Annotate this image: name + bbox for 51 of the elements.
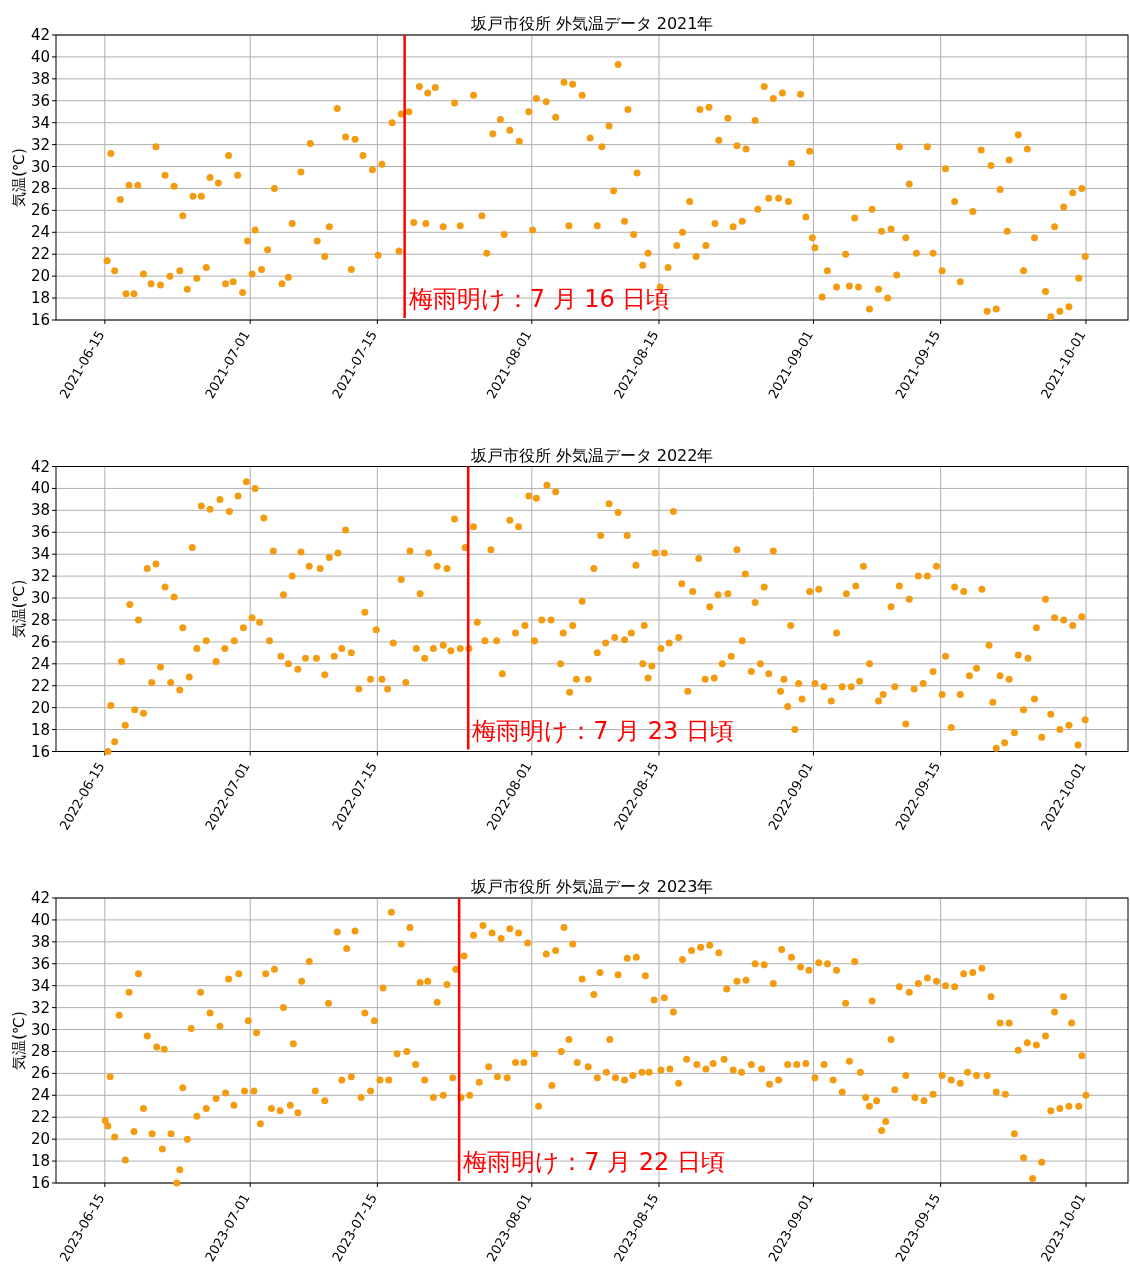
chart-title: 坂戸市役所 外気温データ 2022年 <box>469 445 714 465</box>
y-tick-label: 40 <box>30 479 50 498</box>
chart-title: 坂戸市役所 外気温データ 2021年 <box>469 14 714 33</box>
y-tick-label: 16 <box>30 1174 50 1192</box>
y-tick-label: 16 <box>30 742 50 761</box>
y-tick-label: 22 <box>30 1108 50 1127</box>
y-tick-label: 24 <box>30 223 50 242</box>
y-tick-label: 20 <box>30 1130 50 1149</box>
y-tick-label: 32 <box>30 135 50 154</box>
chart-title: 坂戸市役所 外気温データ 2023年 <box>469 877 714 896</box>
y-axis-title: 気温(℃) <box>10 1011 28 1070</box>
y-tick-label: 28 <box>30 610 50 629</box>
y-tick-label: 22 <box>30 245 50 264</box>
y-tick-label: 34 <box>30 545 50 564</box>
y-tick-label: 42 <box>30 26 50 44</box>
y-tick-label: 18 <box>30 1152 50 1171</box>
y-axis-title: 気温(℃) <box>10 579 28 639</box>
y-tick-label: 26 <box>30 201 50 220</box>
y-tick-label: 30 <box>30 589 50 608</box>
y-tick-label: 38 <box>30 932 50 951</box>
y-tick-label: 28 <box>30 1042 50 1061</box>
y-tick-label: 40 <box>30 47 50 66</box>
y-tick-label: 18 <box>30 720 50 739</box>
y-tick-label: 26 <box>30 1064 50 1083</box>
ref-line-label: 梅雨明け：7 月 22 日頃 <box>462 1148 725 1176</box>
y-tick-label: 38 <box>30 501 50 520</box>
y-tick-label: 26 <box>30 632 50 651</box>
y-tick-label: 24 <box>30 654 50 673</box>
y-tick-label: 40 <box>30 910 50 929</box>
y-tick-label: 18 <box>30 289 50 308</box>
y-tick-label: 32 <box>30 567 50 586</box>
y-tick-label: 34 <box>30 976 50 995</box>
y-tick-label: 20 <box>30 267 50 286</box>
y-tick-label: 32 <box>30 998 50 1017</box>
y-tick-label: 30 <box>30 1020 50 1039</box>
ref-line-label: 梅雨明け：7 月 23 日頃 <box>471 716 734 745</box>
y-tick-label: 28 <box>30 179 50 198</box>
ref-line-label: 梅雨明け：7 月 16 日頃 <box>407 285 671 313</box>
y-tick-label: 34 <box>30 113 50 132</box>
y-tick-label: 36 <box>30 523 50 542</box>
y-tick-label: 24 <box>30 1086 50 1105</box>
y-tick-label: 36 <box>30 954 50 973</box>
y-tick-label: 22 <box>30 676 50 695</box>
y-tick-label: 42 <box>30 889 50 907</box>
y-tick-label: 38 <box>30 69 50 88</box>
y-tick-label: 36 <box>30 91 50 110</box>
y-tick-label: 16 <box>30 311 50 329</box>
y-tick-label: 20 <box>30 698 50 717</box>
y-tick-label: 30 <box>30 157 50 176</box>
y-axis-title: 気温(℃) <box>10 148 28 207</box>
y-tick-label: 42 <box>30 457 50 476</box>
